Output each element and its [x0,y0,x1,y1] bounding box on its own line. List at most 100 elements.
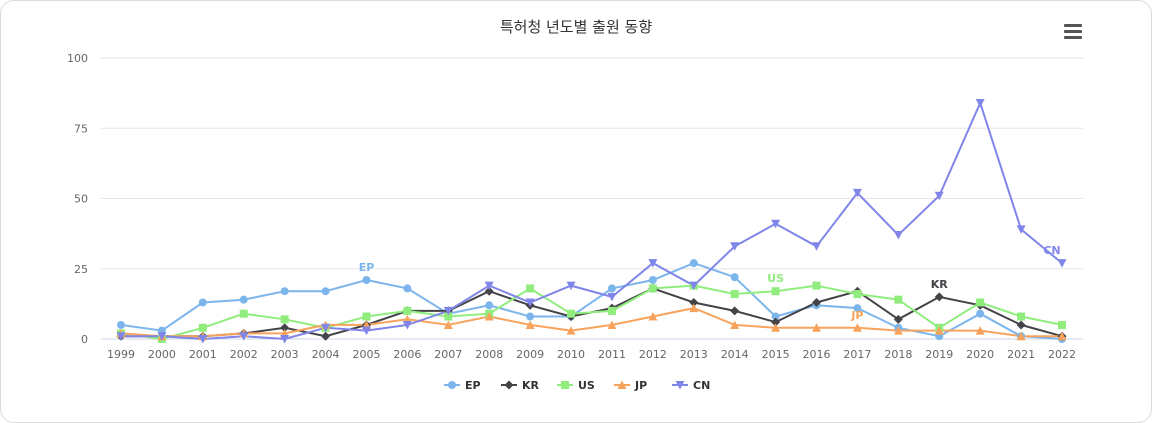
data-point-cn [566,281,576,291]
x-tick-label: 2013 [680,348,708,361]
data-point-cn [607,292,617,302]
x-tick-label: 2000 [148,348,176,361]
data-point-us [648,284,657,293]
data-point-jp [852,323,862,332]
legend-item-ep[interactable]: EP [444,379,481,392]
data-point-ep [526,312,535,321]
data-point-kr [812,297,822,307]
data-point-kr [771,317,781,327]
legend-label: KR [522,379,540,392]
x-tick-label: 2022 [1048,348,1076,361]
legend-item-cn[interactable]: CN [672,379,710,392]
data-point-cn [730,242,740,251]
data-point-kr [1016,320,1026,330]
data-point-kr [280,323,290,333]
legend-marker [561,381,569,389]
x-tick-label: 2009 [516,348,544,361]
data-point-cn [1016,225,1026,234]
y-tick-label: 0 [81,333,88,346]
data-point-us [444,312,453,321]
data-point-cn [361,326,371,336]
hamburger-menu-icon[interactable] [1062,24,1084,42]
data-point-jp [730,320,740,329]
series-label-us: US [767,272,784,285]
data-point-cn [689,281,699,291]
legend-marker [675,381,685,390]
x-tick-label: 2008 [475,348,503,361]
series-label-kr: KR [931,278,949,291]
x-tick-label: 2018 [884,348,912,361]
data-point-ep [362,275,371,284]
x-tick-label: 2002 [230,348,258,361]
data-point-kr [934,292,944,302]
data-point-cn [525,298,535,307]
x-tick-label: 2016 [803,348,831,361]
data-point-jp [443,320,453,329]
data-point-jp [1016,331,1026,341]
data-point-ep [771,312,780,321]
legend-label: CN [693,379,710,392]
data-point-jp [484,312,494,321]
data-point-us [894,295,903,304]
data-point-cn [812,242,822,251]
data-point-ep [321,287,330,296]
legend-marker [617,380,627,389]
series-label-ep: EP [359,261,375,274]
data-point-ep [239,295,248,304]
data-point-cn [157,332,167,341]
chart-title: 특허청 년도별 출원 동향 [499,18,653,36]
y-tick-label: 75 [74,122,88,135]
data-point-ep [280,287,289,296]
legend-label: EP [465,379,481,392]
data-point-ep [485,301,494,310]
data-point-cn [648,259,658,268]
series-line-cn [121,100,1063,341]
data-point-jp [771,323,781,332]
data-point-cn [280,335,290,344]
data-point-jp [934,326,944,335]
legend-item-kr[interactable]: KR [501,379,540,392]
data-point-ep [853,304,862,313]
y-tick-label: 100 [67,52,88,65]
data-point-jp [812,323,822,332]
x-tick-label: 2011 [598,348,626,361]
data-point-kr [484,286,494,296]
legend-marker [448,381,456,389]
x-tick-label: 2012 [639,348,667,361]
x-tick-label: 2017 [843,348,871,361]
data-point-ep [198,298,207,307]
x-tick-label: 2007 [434,348,462,361]
series-label-jp: JP [850,309,863,322]
data-point-ep [648,275,657,284]
data-point-cn [321,323,331,333]
legend-label: US [578,379,595,392]
data-point-us [239,309,248,318]
data-point-cn [1057,259,1067,268]
data-point-ep [607,284,616,293]
x-tick-label: 1999 [107,348,135,361]
x-tick-label: 2019 [925,348,953,361]
data-point-us [526,284,535,293]
data-point-jp [648,312,658,321]
data-point-us [730,290,739,299]
data-point-jp [975,326,985,335]
x-tick-label: 2014 [721,348,749,361]
data-point-cn [443,306,453,316]
legend-item-us[interactable]: US [557,379,595,392]
x-tick-label: 2003 [271,348,299,361]
x-tick-label: 2005 [352,348,380,361]
series-label-cn: CN [1043,244,1060,257]
data-point-us [567,309,576,318]
data-point-cn [198,335,208,344]
x-tick-label: 2001 [189,348,217,361]
legend-item-jp[interactable]: JP [614,379,647,392]
legend-marker [504,380,514,390]
data-point-ep [403,284,412,293]
data-point-kr [689,297,699,307]
data-point-us [771,287,780,296]
data-point-jp [893,326,903,335]
data-point-cn [771,219,781,229]
data-point-us [1017,312,1026,321]
data-point-us [607,306,616,315]
data-point-cn [934,191,944,201]
